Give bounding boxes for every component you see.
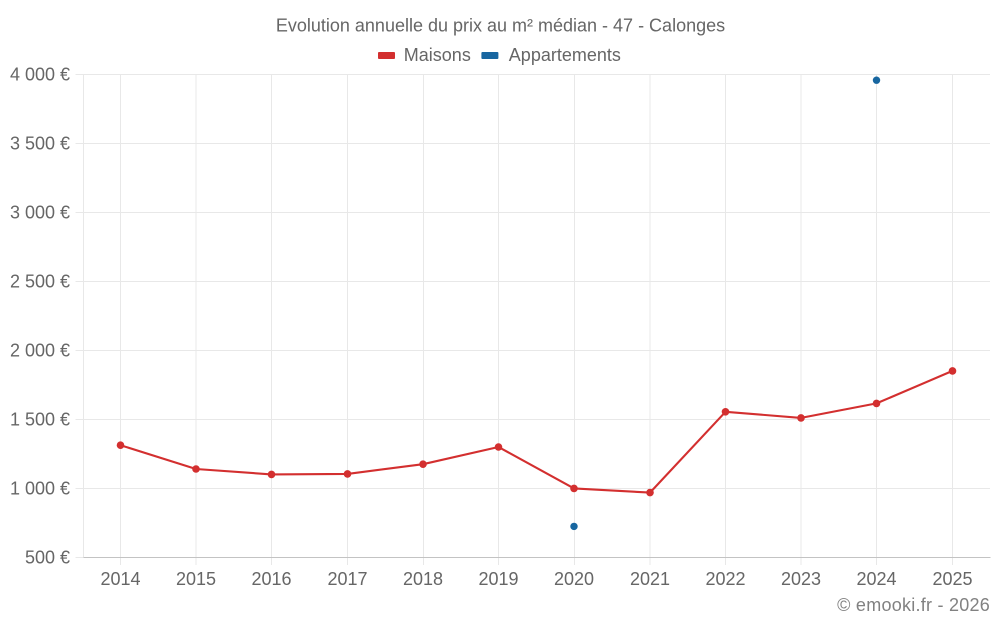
- svg-text:1 500 €: 1 500 €: [10, 410, 70, 430]
- svg-text:2016: 2016: [251, 569, 291, 589]
- svg-text:3 500 €: 3 500 €: [10, 134, 70, 154]
- svg-text:2025: 2025: [932, 569, 972, 589]
- svg-text:Appartements: Appartements: [509, 45, 621, 65]
- svg-text:Maisons: Maisons: [404, 45, 471, 65]
- svg-text:2 000 €: 2 000 €: [10, 341, 70, 361]
- svg-text:2 500 €: 2 500 €: [10, 272, 70, 292]
- svg-text:2014: 2014: [100, 569, 140, 589]
- svg-text:© emooki.fr - 2026: © emooki.fr - 2026: [837, 595, 990, 615]
- svg-text:1 000 €: 1 000 €: [10, 479, 70, 499]
- svg-text:2018: 2018: [403, 569, 443, 589]
- svg-text:2017: 2017: [327, 569, 367, 589]
- svg-text:500 €: 500 €: [25, 548, 70, 568]
- svg-text:2021: 2021: [630, 569, 670, 589]
- svg-text:2023: 2023: [781, 569, 821, 589]
- svg-text:2020: 2020: [554, 569, 594, 589]
- svg-text:Evolution annuelle du prix au: Evolution annuelle du prix au m² médian …: [276, 16, 725, 36]
- svg-text:2024: 2024: [856, 569, 896, 589]
- svg-text:2019: 2019: [478, 569, 518, 589]
- svg-text:3 000 €: 3 000 €: [10, 203, 70, 223]
- svg-text:4 000 €: 4 000 €: [10, 65, 70, 85]
- svg-text:2015: 2015: [176, 569, 216, 589]
- svg-text:2022: 2022: [705, 569, 745, 589]
